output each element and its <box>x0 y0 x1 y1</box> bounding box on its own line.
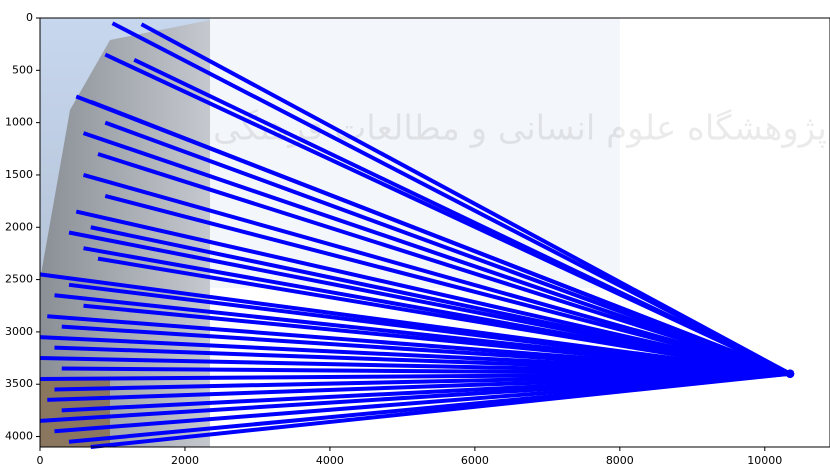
match-line <box>82 173 791 376</box>
y-tick-label: 3000 <box>5 325 33 338</box>
endpoint <box>786 369 795 378</box>
match-line <box>140 22 792 376</box>
plot-frame <box>39 17 830 448</box>
x-tick-label: 4000 <box>316 454 344 467</box>
y-tick-label: 2500 <box>5 273 33 286</box>
x-tick-label: 10000 <box>747 454 782 467</box>
y-tick-label: 0 <box>26 11 33 24</box>
match-line <box>75 209 791 376</box>
y-tick-label: 1000 <box>5 116 33 129</box>
match-line <box>133 58 792 376</box>
y-tick-label: 1500 <box>5 168 33 181</box>
match-line <box>97 152 791 376</box>
x-tick-label: 8000 <box>606 454 634 467</box>
match-line <box>83 303 791 376</box>
match-line <box>82 131 791 376</box>
y-tick-label: 3500 <box>5 377 33 390</box>
y-tick-label: 2000 <box>5 220 33 233</box>
match-line <box>97 256 791 376</box>
match-line <box>104 120 791 376</box>
match-line <box>68 230 791 376</box>
match-line <box>90 99 791 376</box>
match-line <box>104 193 791 376</box>
match-line <box>90 371 791 449</box>
x-tick-label: 2000 <box>171 454 199 467</box>
y-tick-label: 4000 <box>5 430 33 443</box>
y-tick-label: 500 <box>12 63 33 76</box>
x-tick-label: 6000 <box>461 454 489 467</box>
match-line <box>111 21 792 376</box>
x-tick-label: 0 <box>37 454 44 467</box>
